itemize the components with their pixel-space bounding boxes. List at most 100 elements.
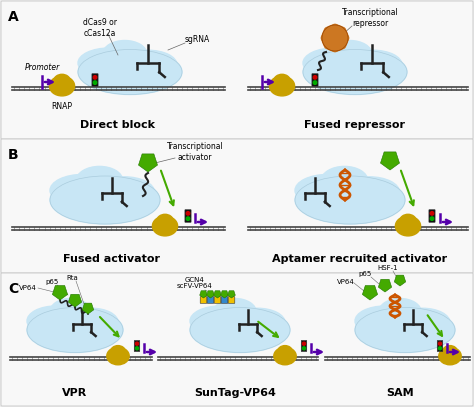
Text: HSF-1: HSF-1 bbox=[378, 265, 398, 271]
Ellipse shape bbox=[355, 308, 455, 352]
Ellipse shape bbox=[443, 346, 457, 357]
Circle shape bbox=[302, 342, 306, 345]
Ellipse shape bbox=[269, 76, 295, 96]
Circle shape bbox=[302, 347, 306, 350]
FancyBboxPatch shape bbox=[214, 297, 221, 303]
Polygon shape bbox=[381, 152, 400, 170]
Circle shape bbox=[430, 212, 434, 215]
Text: Transcriptional
repressor: Transcriptional repressor bbox=[342, 8, 398, 28]
Polygon shape bbox=[138, 154, 157, 172]
Ellipse shape bbox=[65, 308, 118, 337]
Ellipse shape bbox=[274, 74, 290, 87]
Circle shape bbox=[313, 76, 317, 79]
Ellipse shape bbox=[395, 216, 420, 236]
Ellipse shape bbox=[303, 50, 407, 94]
Ellipse shape bbox=[76, 166, 123, 195]
FancyBboxPatch shape bbox=[185, 210, 191, 222]
Ellipse shape bbox=[395, 308, 450, 337]
FancyBboxPatch shape bbox=[437, 340, 443, 352]
Circle shape bbox=[322, 25, 348, 51]
Text: Fused repressor: Fused repressor bbox=[304, 120, 405, 130]
Ellipse shape bbox=[190, 308, 290, 352]
Ellipse shape bbox=[103, 41, 147, 68]
Text: A: A bbox=[8, 10, 19, 24]
FancyBboxPatch shape bbox=[1, 1, 473, 139]
Circle shape bbox=[338, 41, 346, 49]
Ellipse shape bbox=[230, 308, 285, 337]
Circle shape bbox=[341, 34, 349, 42]
Circle shape bbox=[313, 81, 317, 84]
Polygon shape bbox=[68, 294, 82, 307]
Ellipse shape bbox=[439, 347, 461, 365]
Text: VPR: VPR bbox=[63, 388, 88, 398]
Text: Aptamer recruited activator: Aptamer recruited activator bbox=[273, 254, 447, 264]
Polygon shape bbox=[228, 291, 235, 298]
FancyBboxPatch shape bbox=[1, 273, 473, 406]
Text: Promoter: Promoter bbox=[24, 63, 60, 72]
Text: dCas9 or
cCas12a: dCas9 or cCas12a bbox=[83, 18, 117, 38]
Ellipse shape bbox=[379, 298, 421, 326]
Circle shape bbox=[324, 41, 332, 49]
Text: Transcriptional
activator: Transcriptional activator bbox=[167, 142, 223, 162]
Circle shape bbox=[186, 212, 190, 215]
Polygon shape bbox=[200, 291, 207, 298]
Text: Fused activator: Fused activator bbox=[64, 254, 161, 264]
Circle shape bbox=[324, 27, 332, 35]
Circle shape bbox=[321, 34, 329, 42]
Ellipse shape bbox=[278, 346, 292, 357]
FancyBboxPatch shape bbox=[200, 297, 207, 303]
Ellipse shape bbox=[339, 177, 400, 207]
Text: SunTag-VP64: SunTag-VP64 bbox=[194, 388, 276, 398]
Ellipse shape bbox=[119, 50, 177, 79]
FancyBboxPatch shape bbox=[1, 139, 473, 273]
FancyBboxPatch shape bbox=[221, 297, 228, 303]
Circle shape bbox=[331, 44, 339, 52]
Polygon shape bbox=[53, 286, 68, 300]
Circle shape bbox=[186, 217, 190, 221]
FancyBboxPatch shape bbox=[92, 74, 98, 86]
FancyBboxPatch shape bbox=[429, 210, 435, 222]
Ellipse shape bbox=[214, 298, 256, 326]
Polygon shape bbox=[394, 275, 406, 286]
Ellipse shape bbox=[78, 48, 140, 78]
Text: sgRNA: sgRNA bbox=[185, 35, 210, 44]
Circle shape bbox=[338, 27, 346, 35]
Ellipse shape bbox=[94, 177, 155, 207]
FancyBboxPatch shape bbox=[134, 340, 140, 352]
Text: p65: p65 bbox=[46, 279, 59, 285]
Ellipse shape bbox=[27, 306, 84, 336]
Circle shape bbox=[438, 347, 442, 350]
Ellipse shape bbox=[321, 166, 368, 195]
Polygon shape bbox=[207, 291, 214, 298]
Ellipse shape bbox=[303, 48, 365, 78]
Text: RNAP: RNAP bbox=[52, 102, 73, 111]
FancyBboxPatch shape bbox=[228, 297, 235, 303]
Text: VP64: VP64 bbox=[337, 279, 355, 285]
Text: GCN4
scFV-VP64: GCN4 scFV-VP64 bbox=[177, 276, 213, 289]
Circle shape bbox=[331, 24, 339, 32]
Polygon shape bbox=[221, 291, 228, 298]
Ellipse shape bbox=[400, 214, 416, 227]
Ellipse shape bbox=[50, 175, 116, 206]
Circle shape bbox=[430, 217, 434, 221]
Ellipse shape bbox=[49, 76, 74, 96]
Text: p65: p65 bbox=[358, 271, 372, 277]
Circle shape bbox=[438, 342, 442, 345]
Ellipse shape bbox=[50, 298, 91, 326]
Ellipse shape bbox=[328, 41, 372, 68]
FancyBboxPatch shape bbox=[207, 297, 214, 303]
FancyBboxPatch shape bbox=[312, 74, 318, 86]
Ellipse shape bbox=[78, 50, 182, 94]
FancyBboxPatch shape bbox=[301, 340, 307, 352]
Ellipse shape bbox=[153, 216, 178, 236]
Ellipse shape bbox=[355, 306, 415, 336]
Ellipse shape bbox=[274, 347, 296, 365]
Ellipse shape bbox=[50, 176, 160, 224]
Ellipse shape bbox=[111, 346, 125, 357]
Text: Rta: Rta bbox=[66, 275, 78, 281]
Ellipse shape bbox=[54, 74, 70, 87]
Polygon shape bbox=[214, 291, 221, 298]
Text: VP64: VP64 bbox=[19, 285, 37, 291]
Circle shape bbox=[93, 76, 97, 79]
Text: Direct block: Direct block bbox=[81, 120, 155, 130]
